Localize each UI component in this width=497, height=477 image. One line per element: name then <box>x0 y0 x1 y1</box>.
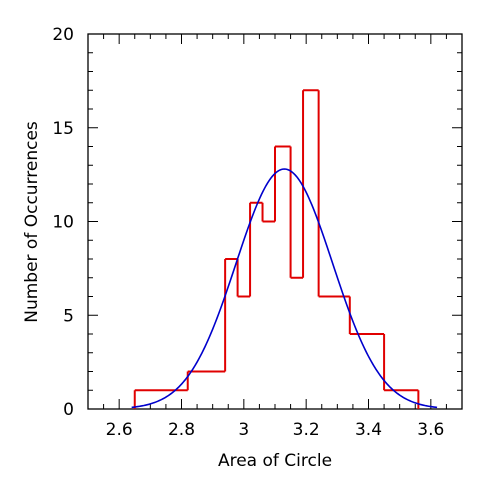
y-tick-label: 15 <box>52 119 74 139</box>
x-tick-label: 3.6 <box>417 420 444 440</box>
x-tick-label: 3.4 <box>355 420 382 440</box>
plot-layer: 2.6 2.8 3 3.2 3.4 3.6 0 5 10 15 20 <box>52 25 463 440</box>
x-tick-label: 3 <box>238 420 249 440</box>
x-tick-label: 3.2 <box>293 420 320 440</box>
gaussian-fit-curve <box>131 168 438 409</box>
x-tick-label: 2.8 <box>168 420 195 440</box>
y-tick-label: 5 <box>63 306 74 326</box>
y-tick-label: 0 <box>63 400 74 420</box>
x-axis-title: Area of Circle <box>218 451 332 471</box>
y-tick-label: 20 <box>52 25 74 45</box>
x-tick-label: 2.6 <box>106 420 133 440</box>
y-axis-title: Number of Occurrences <box>22 121 42 323</box>
y-tick-label: 10 <box>52 213 74 233</box>
